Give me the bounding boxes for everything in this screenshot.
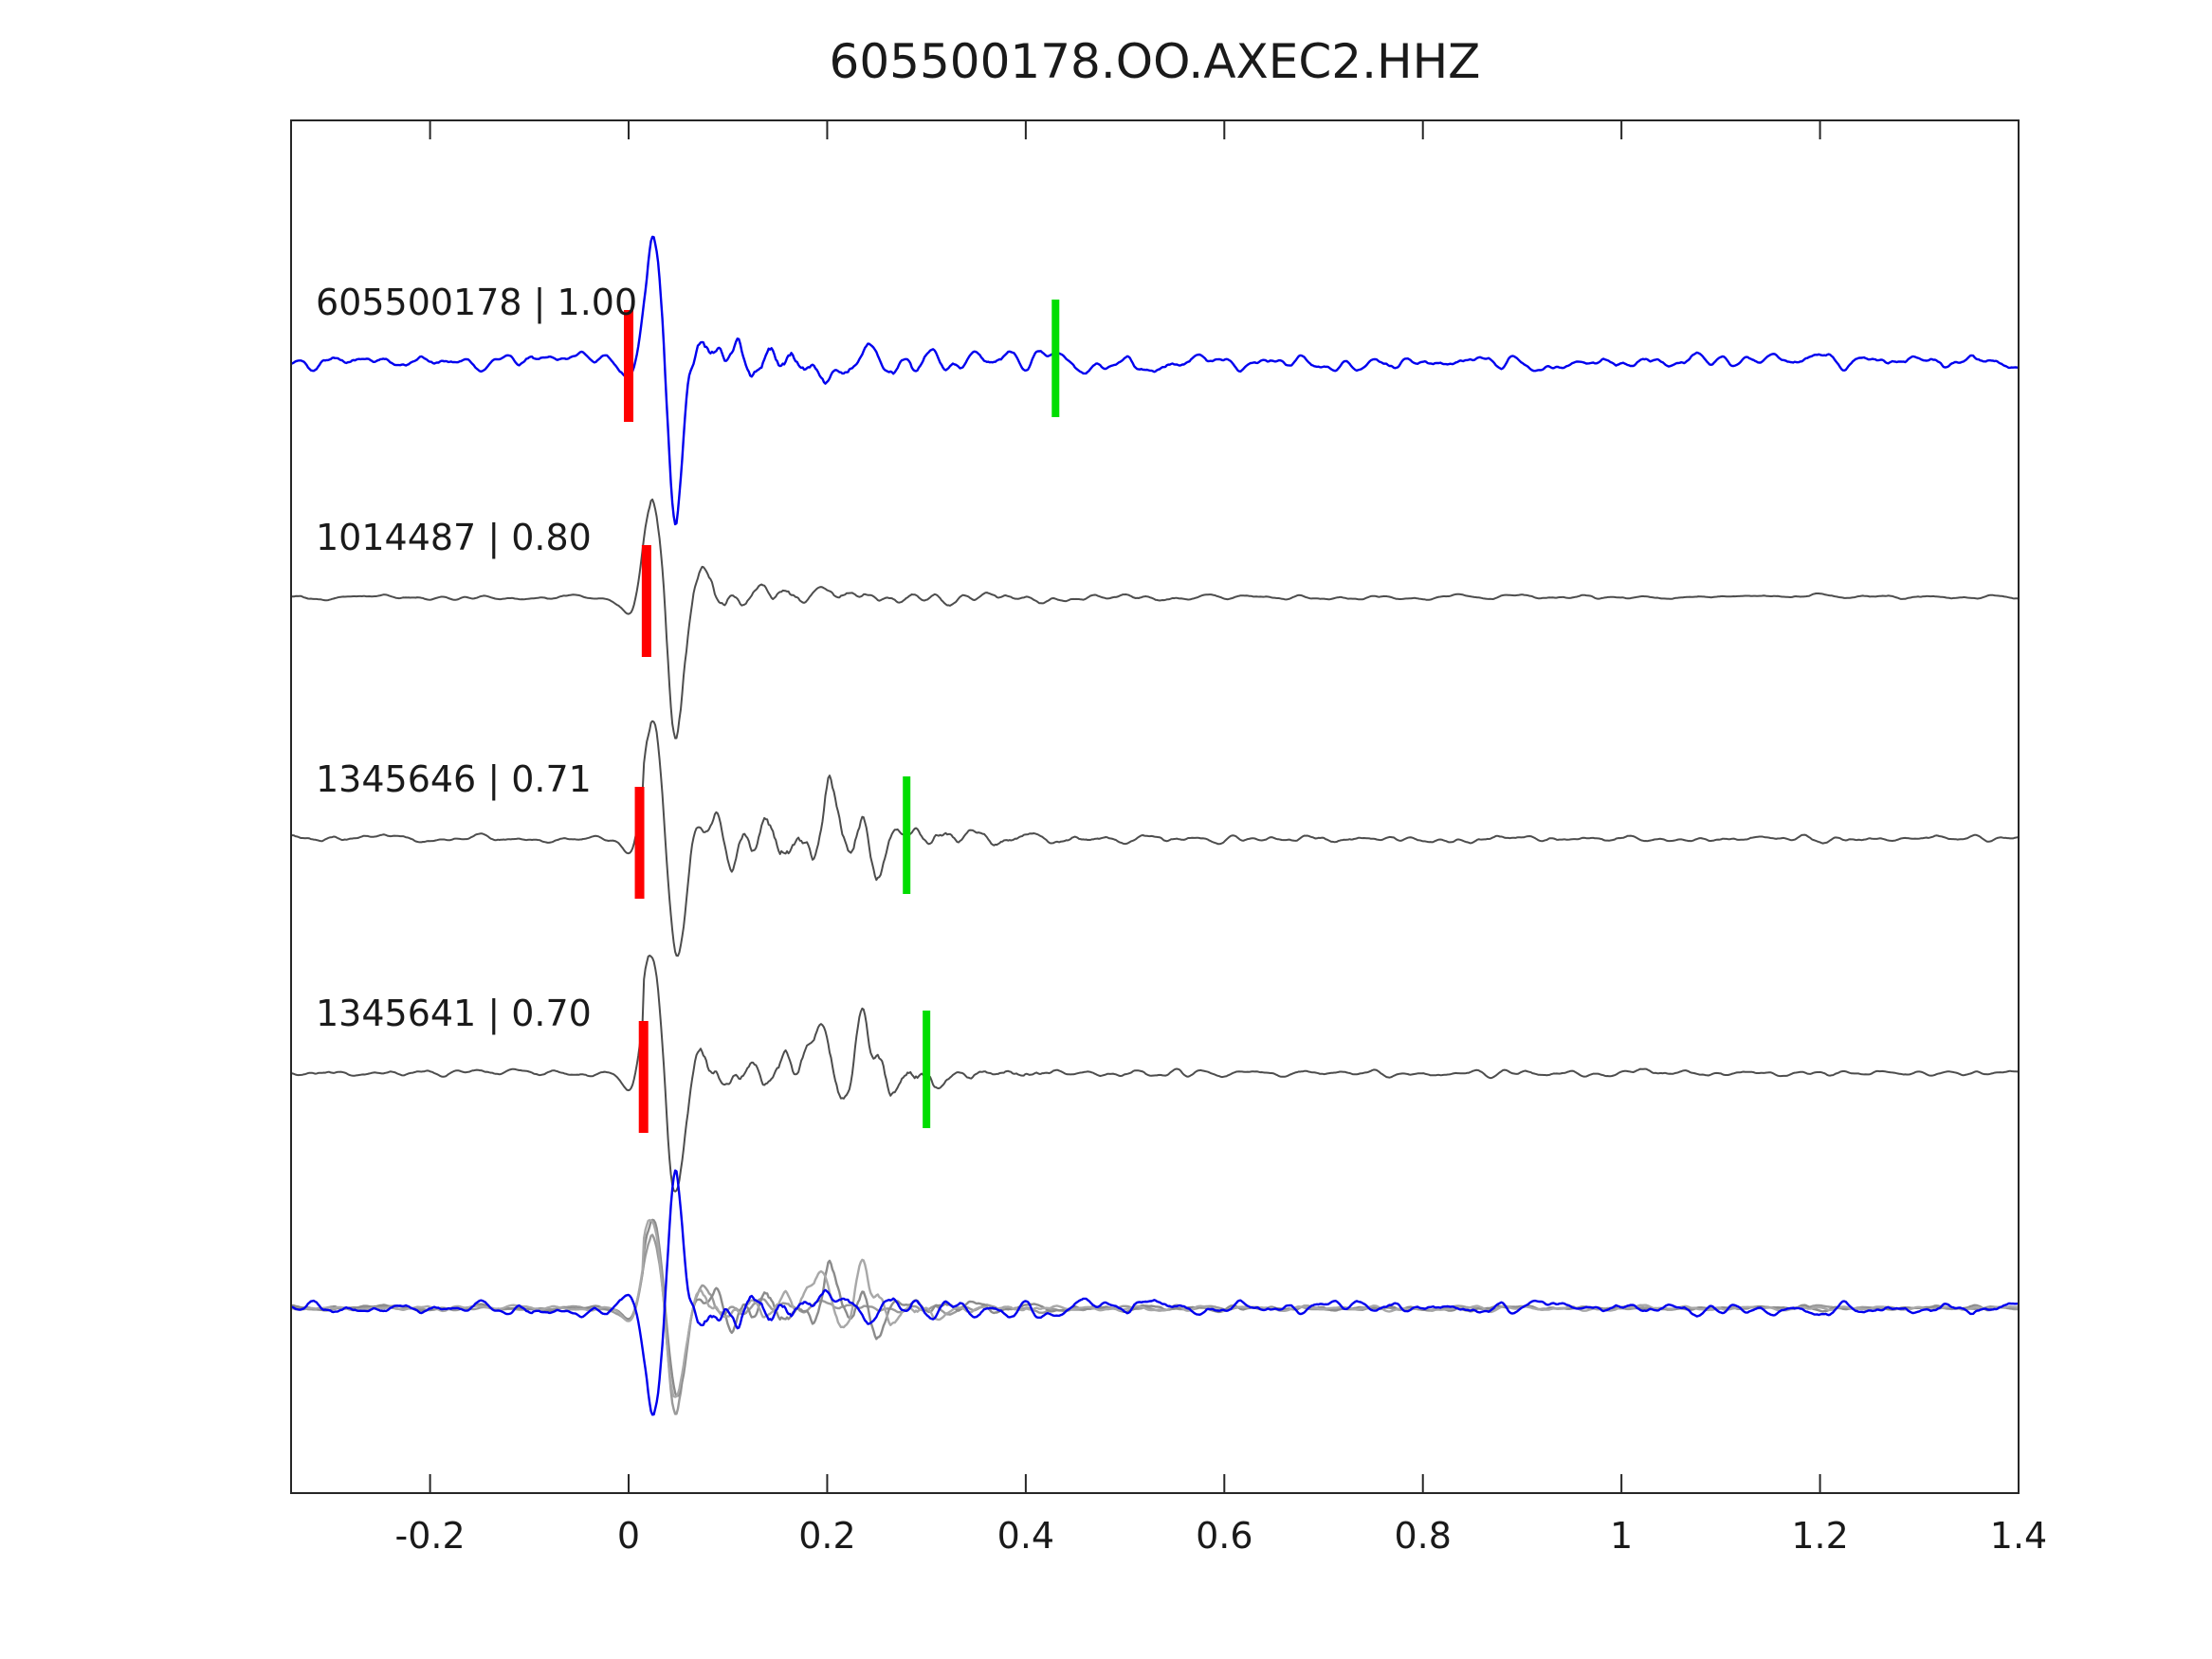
trace-line-1345641: [292, 955, 2018, 1193]
trace-line-1014487: [292, 498, 2018, 739]
plot-title: 605500178.OO.AXEC2.HHZ: [829, 34, 1481, 89]
trace-label-1345646: 1345646 | 0.71: [316, 758, 592, 801]
overlay-trace-line-605500178: [292, 1169, 2018, 1416]
trace-label-1014487: 1014487 | 0.80: [316, 517, 592, 559]
x-tick-label: 0.8: [1395, 1515, 1452, 1557]
x-tick-label: 1: [1610, 1515, 1633, 1557]
x-tick-label: 0.6: [1196, 1515, 1252, 1557]
x-tick-label: 1.2: [1791, 1515, 1848, 1557]
x-tick-label: 0.4: [997, 1515, 1054, 1557]
x-tick-label: -0.2: [395, 1515, 466, 1557]
x-tick-label: 0.2: [798, 1515, 855, 1557]
trace-line-605500178: [292, 235, 2018, 526]
trace-label-1345641: 1345641 | 0.70: [316, 993, 592, 1035]
traces-group: [292, 235, 2018, 1416]
trace-line-1345646: [292, 720, 2018, 957]
overlay-trace-line-1345641: [292, 1218, 2018, 1398]
x-tick-label: 1.4: [1990, 1515, 2047, 1557]
x-tick-label: 0: [617, 1515, 640, 1557]
trace-label-605500178: 605500178 | 1.00: [316, 282, 637, 324]
axes-frame: [290, 119, 2020, 1494]
